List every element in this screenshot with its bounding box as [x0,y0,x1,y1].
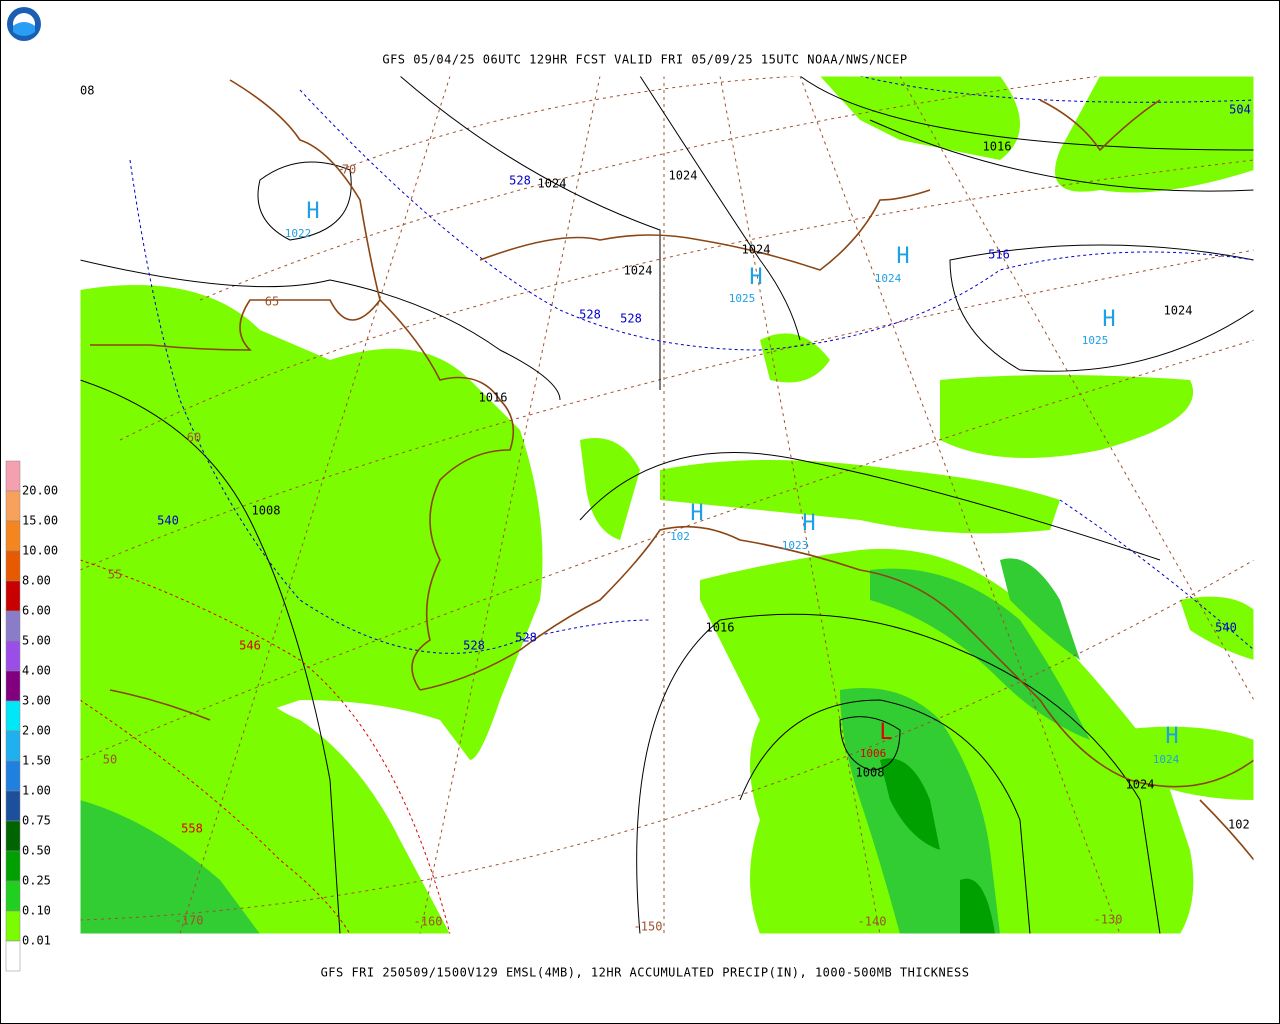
legend-label: 0.01 [22,934,51,948]
high-pressure: 102 [670,530,690,543]
precip-heavy [880,758,995,934]
high-symbol: H [1165,724,1178,749]
high-pressure: 1024 [1153,753,1180,766]
legend-label: 3.00 [22,694,51,708]
graticule [80,76,1254,934]
legend-label: 1.00 [22,784,51,798]
high-pressure: 1022 [285,227,312,240]
isobar-label: 1016 [983,140,1012,154]
thickness-label: 528 [515,631,537,645]
legend: 20.00 15.00 10.00 8.00 6.00 5.00 4.00 3.00 2.00 1… [5,460,58,972]
thickness-label: 528 [579,308,601,322]
isobar-label: 102 [1228,818,1250,832]
legend-label: 2.00 [22,724,51,738]
isobar-label: 1024 [1126,778,1155,792]
high-symbol: H [749,265,762,290]
high-symbol: H [802,511,815,536]
thickness-label: 504 [1229,103,1251,117]
legend-label: 8.00 [22,574,51,588]
legend-swatch [5,670,21,702]
isobar-label: 08 [80,84,94,98]
map: 1024 1024 1016 1024 1024 1024 1016 1008 … [79,75,1255,935]
high-symbol: H [1102,307,1115,332]
latitude-label: 70 [342,163,356,177]
high-symbol: H [896,244,909,269]
isobar-label: 1008 [856,766,885,780]
longitude-label: -150 [634,920,663,934]
legend-swatch [5,490,21,522]
low-pressure: 1006 [860,747,887,760]
legend-swatch [5,940,21,972]
map-frame [79,75,1255,935]
isobar-label: 1024 [624,264,653,278]
legend-label: 6.00 [22,604,51,618]
legend-label: 20.00 [22,484,58,498]
legend-swatch [5,610,21,642]
longitude-label: -130 [1094,913,1123,927]
isobar-label: 1024 [742,243,771,257]
thickness-label: 516 [988,248,1010,262]
high-pressure: 1025 [1082,334,1109,347]
legend-label: 10.00 [22,544,58,558]
coastline [90,79,1254,861]
thickness-label: 546 [239,639,261,653]
thickness-label: 540 [157,514,179,528]
latitude-label: 55 [108,568,122,582]
legend-swatch [5,880,21,912]
legend-label: 0.10 [22,904,51,918]
latitude-label: 50 [103,753,117,767]
thickness-label: 558 [181,822,203,836]
thickness-label: 528 [463,639,485,653]
legend-label: 5.00 [22,634,51,648]
low-symbol: L [879,720,892,745]
longitude-label: -170 [175,914,204,928]
header-title: GFS 05/04/25 06UTC 129HR FCST VALID FRI … [382,53,907,67]
legend-swatch [5,820,21,852]
longitude-label: -160 [414,915,443,929]
isobar-label: 1016 [479,391,508,405]
legend-label: 0.75 [22,814,51,828]
legend-swatch [5,580,21,612]
legend-label: 0.25 [22,874,51,888]
isobars [80,76,1254,934]
isobar-label: 1008 [252,504,281,518]
latitude-label: 65 [265,295,279,309]
isobar-label: 1016 [706,621,735,635]
legend-swatch [5,910,21,942]
thickness-label: 528 [620,312,642,326]
high-symbol: H [690,501,703,526]
legend-swatch [5,700,21,732]
legend-swatch [5,760,21,792]
legend-swatch [5,790,21,822]
latitude-label: 60 [187,431,201,445]
legend-label: 1.50 [22,754,51,768]
isobar-label: 1024 [669,169,698,183]
legend-swatch [5,550,21,582]
thickness-label: 528 [509,174,531,188]
legend-label: 15.00 [22,514,58,528]
logo [7,7,41,41]
footer-caption: GFS FRI 250509/1500V129 EMSL(4MB), 12HR … [321,966,970,980]
longitude-label: -140 [858,915,887,929]
high-pressure: 1024 [875,272,902,285]
legend-swatch [5,460,21,492]
legend-swatch [5,520,21,552]
high-pressure: 1025 [729,292,756,305]
legend-label: 0.50 [22,844,51,858]
legend-swatch [5,730,21,762]
thickness-label: 540 [1215,621,1237,635]
high-pressure: 1023 [782,539,809,552]
legend-label: 4.00 [22,664,51,678]
high-symbol: H [306,199,319,224]
isobar-label: 1024 [538,177,567,191]
isobar-label: 1024 [1164,304,1193,318]
legend-swatch [5,640,21,672]
legend-swatch [5,850,21,882]
